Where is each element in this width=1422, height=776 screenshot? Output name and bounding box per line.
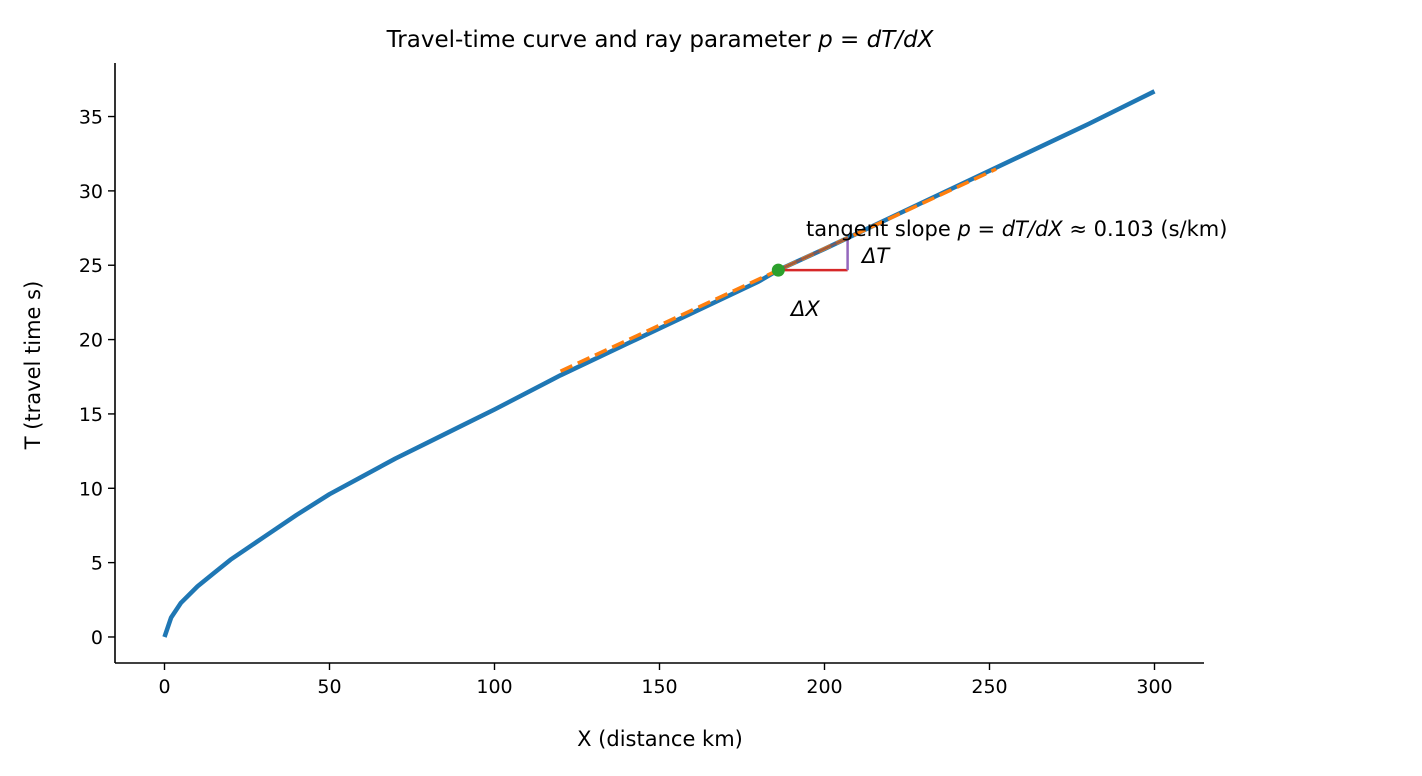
y-tick-label: 20 xyxy=(79,330,103,352)
y-tick-label: 35 xyxy=(79,107,103,129)
x-tick-label: 0 xyxy=(158,676,170,698)
triangle-hypotenuse xyxy=(777,236,849,272)
tangent-point xyxy=(771,263,785,277)
y-tick-label: 5 xyxy=(91,553,103,575)
x-tick-label: 250 xyxy=(971,676,1007,698)
y-axis-label: T (travel time s) xyxy=(21,281,45,451)
x-tick-label: 200 xyxy=(806,676,842,698)
y-tick-label: 30 xyxy=(79,181,103,203)
plot-area xyxy=(162,89,1156,638)
x-axis-label: X (distance km) xyxy=(577,727,743,751)
x-tick-label: 50 xyxy=(317,676,341,698)
y-tick-label: 25 xyxy=(79,255,103,277)
slope-annotation: tangent slope p = dT/dX ≈ 0.103 (s/km) xyxy=(806,217,1227,241)
y-tick-label: 0 xyxy=(91,627,103,649)
delta-t-label: ΔT xyxy=(860,244,891,268)
x-tick-label: 100 xyxy=(476,676,512,698)
x-tick-label: 150 xyxy=(641,676,677,698)
y-tick-label: 15 xyxy=(79,404,103,426)
x-tick-label: 300 xyxy=(1136,676,1172,698)
delta-x-label: ΔX xyxy=(789,297,820,321)
y-tick-label: 10 xyxy=(79,478,103,500)
chart-title: Travel-time curve and ray parameter p = … xyxy=(386,27,935,53)
travel-time-curve xyxy=(162,89,1156,638)
axes: 0 50 100 150 200 250 300 0 5 10 15 20 25 30 35 xyxy=(79,63,1204,698)
